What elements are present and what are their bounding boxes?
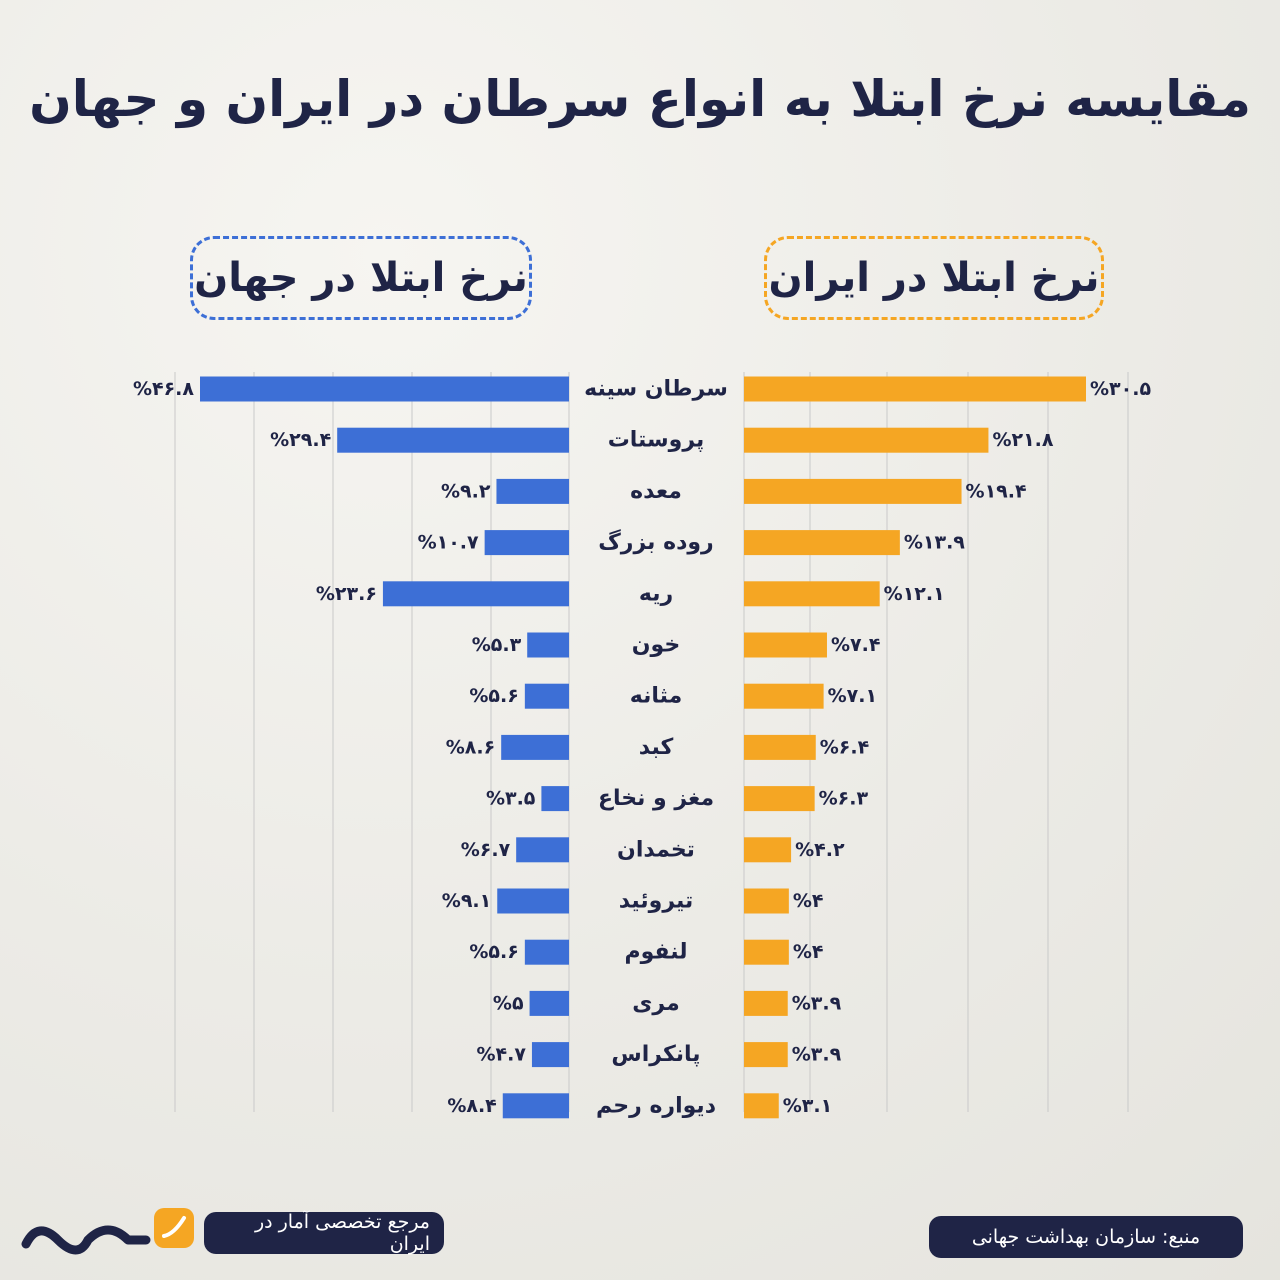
category-label: مثانه <box>630 684 682 709</box>
data-label-world: %۶.۷ <box>461 839 511 861</box>
data-label-world: %۵.۶ <box>469 941 518 963</box>
category-label: لنفوم <box>625 940 688 965</box>
data-label-world: %۴۶.۸ <box>133 378 194 400</box>
data-label-world: %۵.۶ <box>469 685 518 707</box>
bar-iran <box>744 837 792 863</box>
legend-world-label: نرخ ابتلا در جهان <box>194 255 528 301</box>
legend-iran-label: نرخ ابتلا در ایران <box>768 255 1100 301</box>
bar-iran <box>744 939 789 965</box>
data-label-iran: %۷.۴ <box>831 634 880 656</box>
bar-iran <box>744 1093 779 1119</box>
category-label: کبد <box>639 735 674 760</box>
data-label-iran: %۱۳.۹ <box>904 532 965 554</box>
category-label: مری <box>632 991 679 1016</box>
bar-world <box>337 427 569 453</box>
data-label-world: %۱۰.۷ <box>418 532 479 554</box>
data-label-iran: %۲۱.۸ <box>992 429 1053 451</box>
bar-iran <box>744 786 815 812</box>
data-label-iran: %۴.۲ <box>795 839 845 861</box>
bar-iran <box>744 376 1086 402</box>
data-label-world: %۹.۲ <box>441 480 491 502</box>
bar-world <box>527 632 569 658</box>
bar-iran <box>744 888 789 914</box>
source-note-text: منبع: سازمان بهداشت جهانی <box>971 1226 1201 1248</box>
legend-iran: نرخ ابتلا در ایران <box>764 236 1104 320</box>
data-label-world: %۹.۱ <box>442 890 491 912</box>
bar-iran <box>744 1042 788 1068</box>
data-label-world: %۳.۵ <box>486 788 536 810</box>
bar-iran <box>744 427 989 453</box>
data-label-world: %۵.۳ <box>472 634 522 656</box>
bar-world <box>200 376 569 402</box>
bar-world <box>484 530 569 556</box>
bar-iran <box>744 990 788 1016</box>
brand-tagline-text: مرجع تخصصی آمار در ایران <box>254 1211 430 1255</box>
data-label-world: %۸.۶ <box>446 736 495 758</box>
data-label-iran: %۱۲.۱ <box>884 583 945 605</box>
data-label-iran: %۴ <box>793 890 824 912</box>
data-label-iran: %۳۰.۵ <box>1090 378 1151 400</box>
bar-iran <box>744 632 827 658</box>
data-label-iran: %۴ <box>793 941 824 963</box>
bar-world <box>531 1042 569 1068</box>
bar-world <box>497 888 569 914</box>
data-label-world: %۴.۷ <box>476 1044 526 1066</box>
category-label: خون <box>632 633 680 658</box>
category-label: تخمدان <box>617 837 695 862</box>
category-label: تیروئید <box>619 889 694 914</box>
category-label: ریه <box>639 581 673 606</box>
bar-iran <box>744 478 962 504</box>
bar-world <box>502 1093 569 1119</box>
brand-logo <box>21 1208 194 1255</box>
data-label-iran: %۶.۳ <box>819 788 869 810</box>
page-title: مقایسه نرخ ابتلا به انواع سرطان در ایران… <box>29 70 1251 128</box>
bar-iran <box>744 581 880 607</box>
data-label-iran: %۳.۹ <box>792 1044 842 1066</box>
category-label: سرطان سینه <box>584 377 728 402</box>
data-label-iran: %۳.۹ <box>792 992 842 1014</box>
bar-iran <box>744 683 824 709</box>
brand-tagline: مرجع تخصصی آمار در ایران <box>204 1211 444 1255</box>
bar-world <box>529 990 569 1016</box>
category-label: پانکراس <box>611 1042 700 1067</box>
bar-world <box>516 837 569 863</box>
data-label-iran: %۳.۱ <box>783 1095 832 1117</box>
legend-world: نرخ ابتلا در جهان <box>190 236 532 320</box>
source-note: منبع: سازمان بهداشت جهانی <box>929 1216 1243 1258</box>
bar-iran <box>744 734 816 760</box>
data-label-world: %۵ <box>493 992 524 1014</box>
category-label: معده <box>630 479 682 504</box>
bar-world <box>524 939 569 965</box>
bar-world <box>382 581 569 607</box>
data-label-world: %۲۳.۶ <box>316 583 377 605</box>
data-label-world: %۲۹.۴ <box>270 429 331 451</box>
data-label-iran: %۷.۱ <box>828 685 877 707</box>
bar-world <box>501 734 569 760</box>
category-label: دیواره رحم <box>596 1093 716 1118</box>
bar-world <box>496 478 569 504</box>
bar-world <box>541 786 569 812</box>
bar-world <box>524 683 569 709</box>
category-label: مغز و نخاع <box>598 786 714 811</box>
data-label-iran: %۶.۴ <box>820 736 869 758</box>
bar-iran <box>744 530 900 556</box>
data-label-iran: %۱۹.۴ <box>966 480 1027 502</box>
category-label: پروستات <box>608 428 705 453</box>
logo-wordmark-icon <box>21 1225 151 1255</box>
data-label-world: %۸.۴ <box>447 1095 496 1117</box>
category-label: روده بزرگ <box>598 529 713 555</box>
